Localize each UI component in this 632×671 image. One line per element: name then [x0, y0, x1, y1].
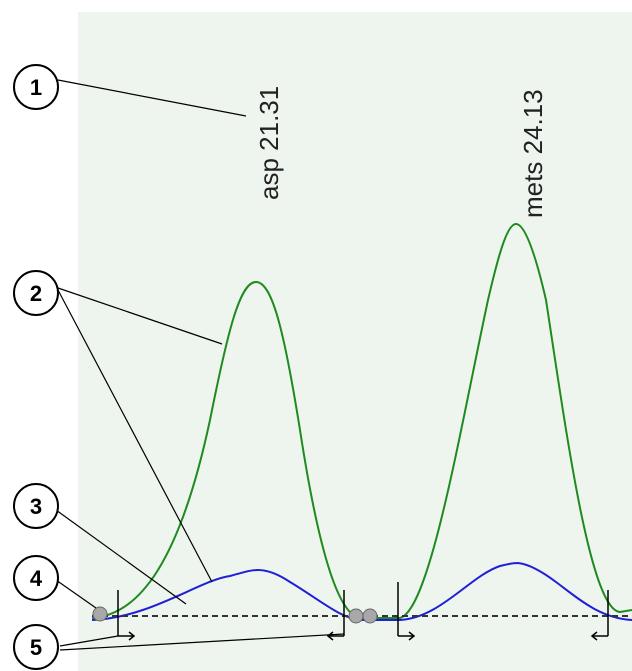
callout-1-number: 1	[30, 75, 42, 100]
integration-end-marker-2	[590, 590, 609, 641]
leader-line-3	[55, 509, 187, 605]
integration-end-marker-1	[326, 590, 345, 641]
chromatogram-panel	[78, 12, 632, 671]
integration-start-marker-1	[117, 590, 136, 641]
leader-line-2a	[57, 287, 223, 345]
callout-5-number: 5	[30, 635, 42, 660]
leader-line-5a	[59, 635, 119, 647]
green-trace	[91, 222, 632, 619]
leader-line-5b	[59, 633, 345, 651]
peak-label-mets: mets 24.13	[518, 89, 548, 218]
leader-line-1	[57, 79, 247, 117]
callout-2	[13, 270, 59, 316]
leader-line-2b	[57, 289, 213, 583]
leader-line-4	[55, 579, 97, 609]
callout-4	[13, 555, 59, 601]
baseline-point-marker	[92, 606, 108, 622]
baseline-point-marker	[348, 608, 364, 624]
integration-start-marker-2	[397, 582, 416, 641]
callout-4-number: 4	[30, 566, 43, 591]
callout-3	[13, 483, 59, 529]
callout-5	[13, 624, 59, 670]
baseline-point-marker	[362, 608, 378, 624]
callout-2-number: 2	[30, 281, 42, 306]
callout-3-number: 3	[30, 494, 42, 519]
callout-1	[13, 64, 59, 110]
peak-label-asp: asp 21.31	[254, 86, 284, 200]
